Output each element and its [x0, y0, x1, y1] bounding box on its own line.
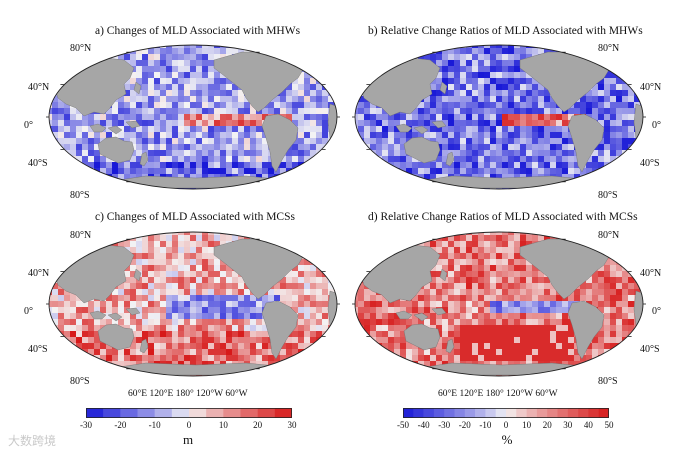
map-panel-b	[352, 44, 646, 190]
colorbar-m	[86, 408, 292, 418]
lat-label-0: 0°	[24, 306, 33, 317]
lat-label-0: 0°	[652, 120, 661, 131]
panel-d-title: d) Relative Change Ratios of MLD Associa…	[368, 211, 638, 223]
colorbar-tick-label: -50	[397, 420, 409, 430]
lat-label-80s: 80°S	[598, 190, 618, 201]
lat-label-40n: 40°N	[28, 268, 50, 279]
colorbar-tick-label: -30	[80, 420, 92, 430]
lat-label-80n: 80°N	[598, 43, 620, 54]
colorbar-unit-percent: %	[501, 432, 513, 447]
colorbar-tick-label: -30	[438, 420, 451, 430]
colorbar-tick-label: 0	[186, 420, 192, 430]
lat-label-40n: 40°N	[640, 82, 662, 93]
lon-labels-right: 60°E 120°E 180° 120°W 60°W	[438, 389, 558, 399]
lat-label-40s: 40°S	[28, 344, 48, 355]
lat-label-40s: 40°S	[28, 158, 48, 169]
watermark: 大数跨境	[8, 434, 57, 448]
panel-c-title: c) Changes of MLD Associated with MCSs	[95, 211, 295, 223]
panel-b-title: b) Relative Change Ratios of MLD Associa…	[368, 25, 643, 37]
colorbar-percent	[403, 408, 609, 418]
panel-a-title: a) Changes of MLD Associated with MHWs	[95, 25, 301, 37]
colorbar-tick-label: 10	[522, 420, 532, 430]
colorbar-tick-label: 30	[563, 420, 573, 430]
lat-label-0: 0°	[652, 306, 661, 317]
lat-label-40s: 40°S	[640, 344, 660, 355]
colorbar-tick-label: -20	[114, 420, 127, 430]
colorbar-tick-label: -10	[148, 420, 161, 430]
lat-label-40n: 40°N	[28, 82, 50, 93]
lat-label-80s: 80°S	[70, 376, 90, 387]
colorbar-tick-label: -40	[417, 420, 430, 430]
lat-label-40s: 40°S	[640, 158, 660, 169]
lat-label-80s: 80°S	[598, 376, 618, 387]
map-panel-c	[46, 231, 340, 377]
colorbar-tick-label: -20	[458, 420, 471, 430]
lon-labels-left: 60°E 120°E 180° 120°W 60°W	[128, 389, 248, 399]
colorbar-unit-m: m	[182, 432, 194, 447]
colorbar-tick-label: 10	[218, 420, 228, 430]
map-panel-a	[46, 44, 340, 190]
colorbar-tick-label: 50	[604, 420, 614, 430]
colorbar-tick-label: 20	[542, 420, 552, 430]
colorbar-tick-label: 30	[287, 420, 297, 430]
colorbar-tick-label: 40	[583, 420, 593, 430]
lat-label-80n: 80°N	[70, 230, 92, 241]
colorbar-tick-label: -10	[479, 420, 492, 430]
lat-label-80n: 80°N	[70, 43, 92, 54]
colorbar-tick-label: 20	[253, 420, 263, 430]
colorbar-tick-label: 0	[503, 420, 509, 430]
lat-label-0: 0°	[24, 120, 33, 131]
lat-label-80s: 80°S	[70, 190, 90, 201]
map-panel-d	[352, 231, 646, 377]
lat-label-40n: 40°N	[640, 268, 662, 279]
lat-label-80n: 80°N	[598, 230, 620, 241]
